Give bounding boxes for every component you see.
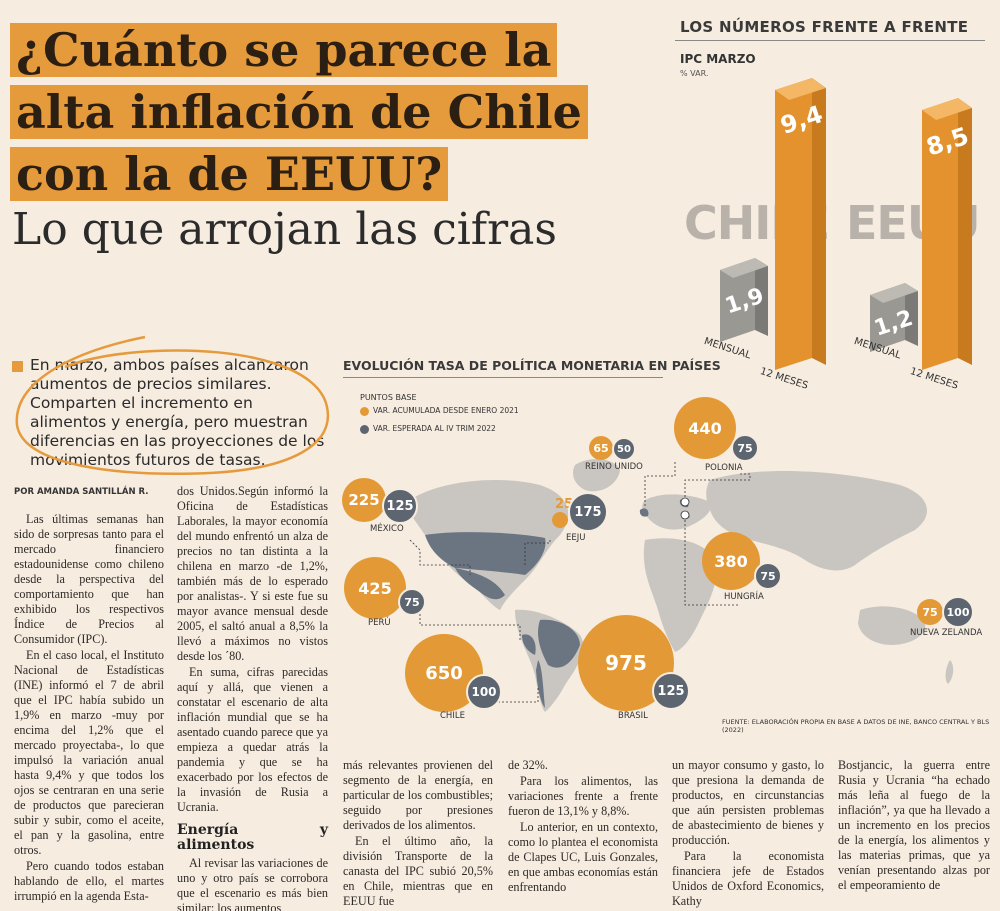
bar-chile-monthly: 1,9 [720, 258, 768, 342]
section-heading-energia: Energía y alimentos [177, 822, 328, 853]
chile-shape [536, 660, 545, 708]
subheadline: Lo que arrojan las cifras [12, 204, 557, 255]
col3-paragraph-1: más relevantes provienen del segmento de… [343, 758, 493, 832]
brasil-label: BRASIL [618, 711, 648, 721]
peru-acumulada-bubble: 425 [344, 557, 406, 619]
nz-label: NUEVA ZELANDA [910, 628, 983, 638]
mexico-shape [455, 568, 505, 600]
peru-esperada-bubble: 75 [398, 588, 426, 616]
nz-acumulada-bubble: 75 [917, 599, 943, 625]
col2-paragraph-2: En suma, cifras parecidas aquí y allá, q… [177, 665, 328, 814]
col1-paragraph-3: Pero cuando todos estaban hablando de el… [14, 859, 164, 903]
col4-paragraph-2: Para los alimentos, las variaciones fren… [508, 774, 658, 818]
article-column-4: de 32%. Para los alimentos, las variacio… [508, 758, 658, 896]
col6-paragraph-1: Bostjancic, la guerra entre Rusia y Ucra… [838, 758, 990, 892]
mexico-label: MÉXICO [370, 524, 404, 534]
mexico-esperada-bubble: 125 [382, 488, 418, 524]
article-column-2: dos Unidos.Según informó la Oficina de E… [177, 484, 328, 911]
chile-label: CHILE [440, 711, 465, 721]
world-map [408, 458, 954, 712]
handdrawn-circle-annotation [15, 335, 330, 475]
lead-bullet [12, 361, 23, 372]
legend-esperada: VAR. ESPERADA AL IV TRIM 2022 [360, 424, 496, 434]
uk-acumulada-bubble: 65 [589, 436, 613, 460]
brasil-shape [537, 619, 580, 668]
legend-esperada-label: VAR. ESPERADA AL IV TRIM 2022 [373, 424, 496, 433]
chile-esperada-bubble: 100 [466, 674, 502, 710]
uk-shape [639, 508, 649, 517]
bar-chile-annual: 9,4 [775, 78, 826, 370]
brasil-esperada-bubble: 125 [652, 672, 690, 710]
peru-label: PERÚ [368, 618, 391, 628]
col4-paragraph-3: Lo anterior, en un contexto, como lo pla… [508, 820, 658, 894]
headline-line-2: alta inflación de Chile [10, 84, 588, 140]
byline: POR AMANDA SANTILLÁN R. [14, 487, 149, 497]
usa-shape [425, 532, 546, 575]
numbers-section-title: LOS NÚMEROS FRENTE A FRENTE [680, 18, 969, 36]
article-column-1: Las últimas semanas han sido de sorpresa… [14, 512, 164, 905]
hungria-acumulada-bubble: 380 [702, 532, 760, 590]
legend-gray-dot [360, 424, 369, 434]
headline-line-3: con la de EEUU? [10, 146, 449, 202]
legend-acumulada-label: VAR. ACUMULADA DESDE ENERO 2021 [373, 406, 519, 415]
col2-paragraph-3: Al revisar las variaciones de uno y otro… [177, 856, 328, 911]
lead-text: En marzo, ambos países alcanzaron aument… [30, 356, 325, 469]
hungria-esperada-bubble: 75 [754, 562, 782, 590]
article-column-5: un mayor consumo y gasto, lo que presion… [672, 758, 824, 910]
map-title: EVOLUCIÓN TASA DE POLÍTICA MONETARIA EN … [343, 358, 721, 373]
col5-paragraph-2: Para la economista financiera jefe de Es… [672, 849, 824, 908]
headline-line-1: ¿Cuánto se parece la [10, 22, 558, 78]
eeuu-esperada-bubble: 175 [568, 492, 608, 532]
ipc-bars: 9,4 1,9 8,5 1,2 [720, 78, 972, 370]
map-source: FUENTE: ELABORACIÓN PROPIA EN BASE A DAT… [722, 718, 990, 734]
col1-paragraph-1: Las últimas semanas han sido de sorpresa… [14, 512, 164, 646]
nz-esperada-bubble: 100 [942, 596, 974, 628]
col1-paragraph-2: En el caso local, el Instituto Nacional … [14, 648, 164, 857]
article-column-3: más relevantes provienen del segmento de… [343, 758, 493, 910]
uk-label: REINO UNIDO [585, 462, 643, 472]
ipc-unit: % VAR. [680, 69, 709, 78]
polonia-label: POLONIA [705, 463, 743, 473]
ipc-title: IPC MARZO [680, 52, 756, 66]
col2-paragraph-1: dos Unidos.Según informó la Oficina de E… [177, 484, 328, 663]
mexico-acumulada-bubble: 225 [342, 478, 386, 522]
col3-paragraph-2: En el último año, la división Transporte… [343, 834, 493, 908]
hungria-label: HUNGRÍA [724, 592, 764, 602]
polonia-acumulada-bubble: 440 [674, 397, 736, 459]
eeuu-acumulada-bubble [552, 512, 568, 528]
uk-esperada-bubble: 50 [612, 437, 636, 461]
bar-eeuu-annual: 8,5 [922, 98, 972, 370]
eeuu-label: EEJU [566, 533, 586, 543]
col5-paragraph-1: un mayor consumo y gasto, lo que presion… [672, 758, 824, 847]
article-column-6: Bostjancic, la guerra entre Rusia y Ucra… [838, 758, 990, 894]
col4-paragraph-1: de 32%. [508, 758, 548, 772]
legend-title: PUNTOS BASE [360, 393, 417, 402]
legend-orange-dot [360, 406, 369, 416]
peru-shape [522, 634, 536, 655]
polonia-esperada-bubble: 75 [731, 434, 759, 462]
numbers-rule [675, 40, 985, 41]
map-rule [343, 377, 663, 378]
legend-acumulada: VAR. ACUMULADA DESDE ENERO 2021 [360, 406, 519, 416]
bar-eeuu-monthly: 1,2 [870, 283, 918, 352]
